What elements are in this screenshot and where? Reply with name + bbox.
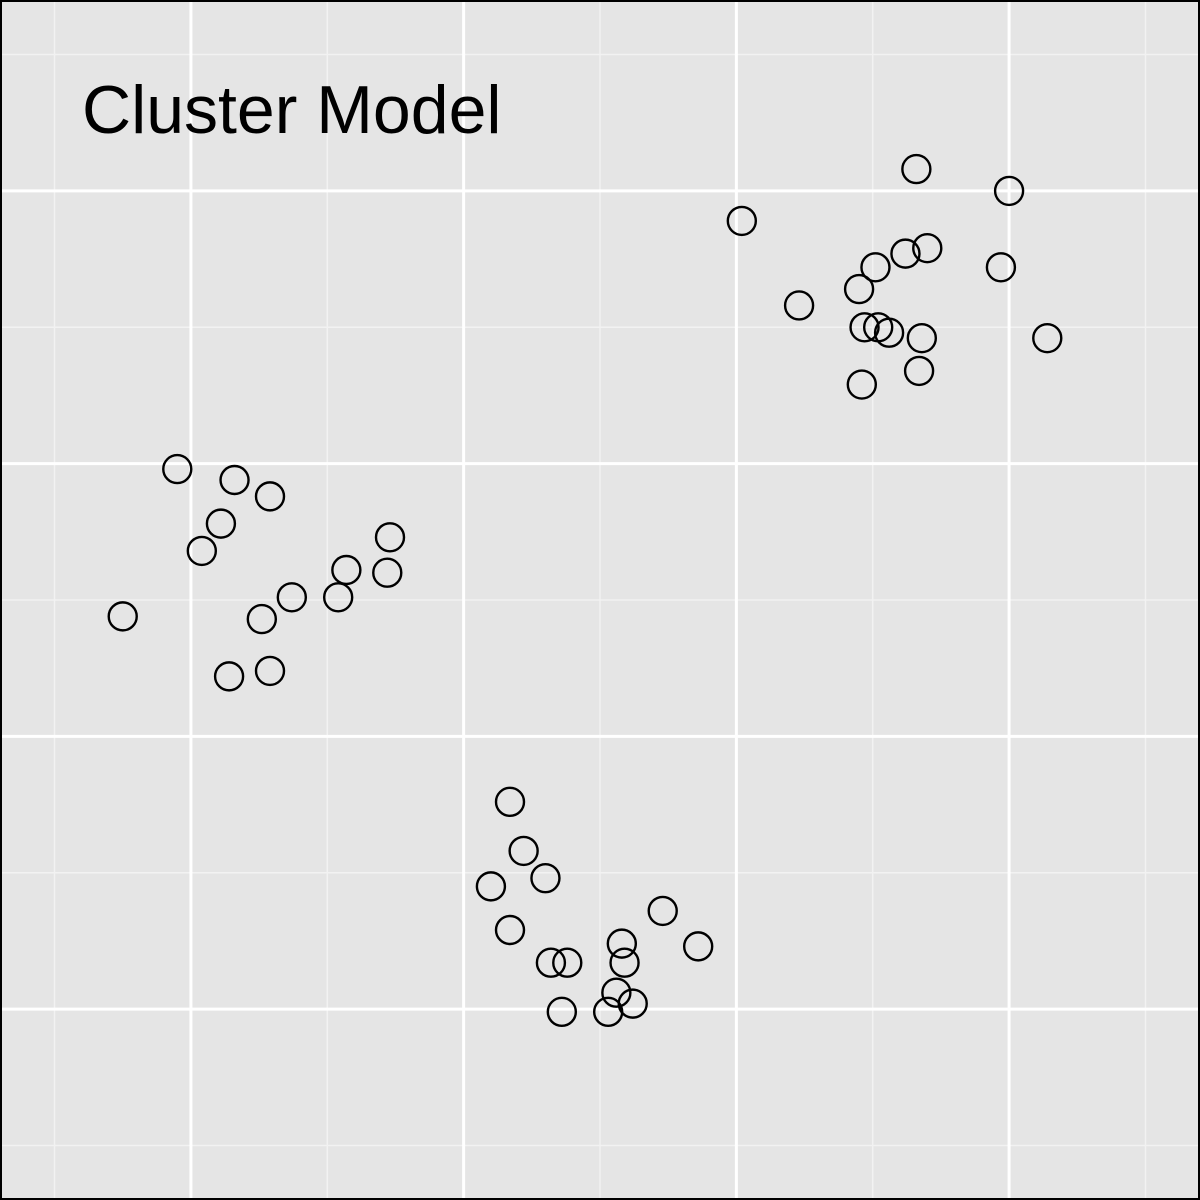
data-point-cluster-1 [246, 603, 278, 635]
data-point-cluster-3 [592, 996, 624, 1028]
data-point-cluster-1 [162, 453, 193, 485]
data-point-cluster-3 [609, 947, 640, 978]
data-point-cluster-3 [601, 977, 632, 1008]
chart-title: Cluster Model [82, 72, 502, 148]
data-point-cluster-1 [374, 522, 406, 553]
data-point-cluster-3 [606, 928, 638, 959]
data-point-cluster-3 [535, 947, 567, 978]
data-point-cluster-1 [331, 554, 362, 586]
data-point-cluster-1 [254, 655, 286, 687]
data-point-cluster-2 [843, 273, 875, 305]
data-point-cluster-2 [903, 355, 935, 387]
data-point-cluster-3 [682, 931, 714, 962]
data-point-cluster-3 [508, 835, 539, 867]
data-point-cluster-1 [276, 582, 308, 613]
data-point-cluster-1 [219, 464, 250, 496]
data-point-cluster-2 [890, 238, 921, 269]
data-point-cluster-2 [849, 312, 880, 343]
data-point-cluster-3 [494, 786, 526, 818]
data-point-cluster-1 [254, 481, 286, 512]
data-point-cluster-2 [846, 369, 878, 400]
data-point-cluster-3 [475, 871, 507, 902]
data-point-cluster-2 [993, 175, 1025, 207]
data-point-cluster-1 [372, 557, 403, 588]
data-point-cluster-3 [552, 947, 583, 978]
data-point-cluster-3 [530, 862, 561, 894]
data-point-cluster-3 [494, 914, 526, 946]
data-point-cluster-2 [906, 322, 938, 354]
data-point-cluster-1 [107, 601, 138, 632]
data-point-cluster-2 [873, 317, 905, 348]
data-points [107, 153, 1063, 1028]
data-point-cluster-3 [647, 895, 678, 927]
data-point-cluster-2 [1032, 322, 1063, 354]
data-point-cluster-1 [205, 508, 237, 539]
data-point-cluster-2 [726, 205, 758, 237]
data-point-cluster-1 [213, 661, 245, 692]
data-point-cluster-2 [985, 252, 1017, 283]
data-point-cluster-2 [901, 153, 932, 185]
data-point-cluster-3 [546, 996, 578, 1028]
data-point-cluster-2 [912, 232, 943, 264]
data-point-cluster-2 [783, 290, 815, 321]
data-point-cluster-1 [186, 535, 218, 567]
data-point-cluster-1 [322, 582, 354, 613]
data-point-cluster-2 [860, 252, 891, 283]
